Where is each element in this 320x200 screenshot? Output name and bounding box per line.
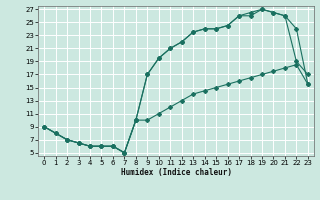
X-axis label: Humidex (Indice chaleur): Humidex (Indice chaleur) (121, 168, 231, 177)
